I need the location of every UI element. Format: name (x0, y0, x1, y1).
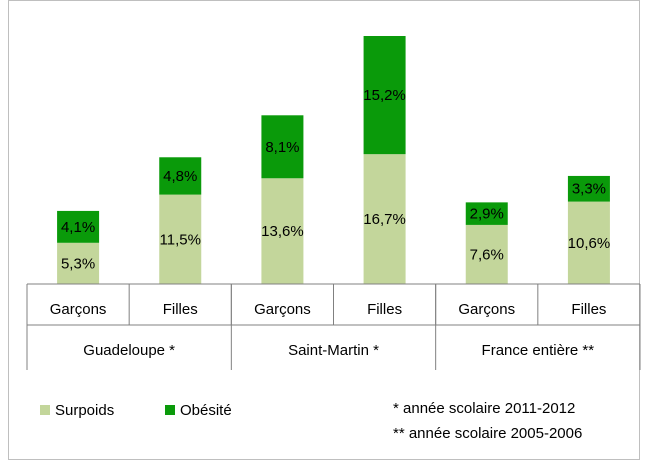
group-label: France entière ** (482, 342, 595, 359)
data-label: 3,3% (572, 181, 606, 198)
bar-segment (363, 36, 406, 155)
bar-segment (159, 194, 202, 284)
data-label: 8,1% (265, 139, 299, 156)
x-tick-label: Filles (367, 301, 402, 318)
data-label: 16,7% (363, 211, 406, 228)
x-tick-label: Garçons (458, 301, 515, 318)
bar-segment (363, 154, 406, 284)
data-label: 13,6% (261, 223, 304, 240)
bar-segment (159, 157, 202, 195)
legend-swatch (40, 405, 50, 415)
bar-segment (261, 178, 304, 284)
legend-swatch (165, 405, 175, 415)
bar-segment (57, 210, 100, 243)
data-label: 7,6% (470, 246, 504, 263)
data-label: 10,6% (568, 235, 611, 252)
data-label: 2,9% (470, 206, 504, 223)
bar-segment (465, 202, 508, 225)
data-label: 11,5% (160, 231, 201, 248)
x-tick-label: Garçons (50, 301, 107, 318)
bar-segment (567, 175, 610, 202)
group-label: Guadeloupe * (83, 342, 175, 359)
x-tick-label: Filles (163, 301, 198, 318)
bar-segment (465, 224, 508, 284)
group-label: Saint-Martin * (288, 342, 379, 359)
bar-segment (57, 242, 100, 284)
chart-frame (8, 0, 640, 460)
data-label: 4,8% (163, 168, 197, 185)
data-label: 15,2% (363, 87, 406, 104)
data-label: 5,3% (61, 255, 95, 272)
x-tick-label: Garçons (254, 301, 311, 318)
x-tick-label: Filles (571, 301, 606, 318)
data-label: 4,1% (61, 219, 95, 236)
legend-label: Surpoids (55, 402, 114, 419)
bar-segment (261, 115, 304, 179)
note: ** année scolaire 2005-2006 (393, 425, 582, 442)
legend-label: Obésité (180, 402, 232, 419)
note: * année scolaire 2011-2012 (393, 400, 575, 417)
bar-segment (567, 201, 610, 284)
